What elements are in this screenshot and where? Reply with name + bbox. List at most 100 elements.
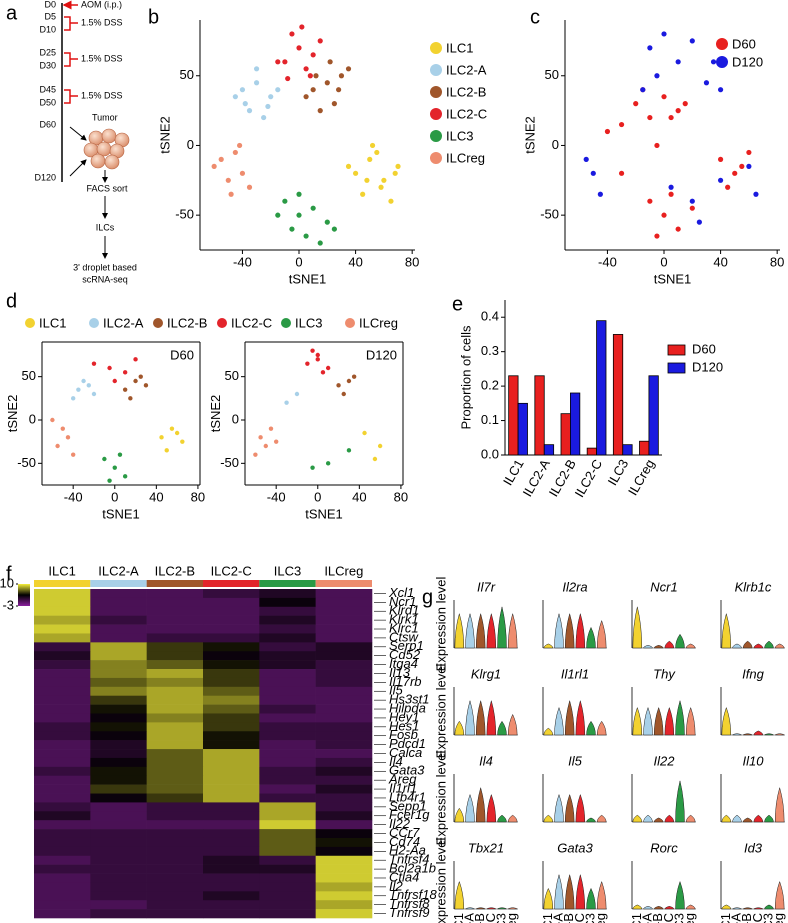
violin [764, 733, 774, 736]
heatmap-cell [34, 882, 91, 892]
heatmap-cell [203, 749, 260, 759]
cluster-label: ILC2-A [98, 563, 139, 578]
heatmap-cell [90, 909, 147, 919]
heatmap-cell [315, 793, 373, 803]
gene-label: Ctla4 [389, 869, 419, 884]
gene-title: Il2ra [562, 579, 587, 594]
y-tick-label: 0.1 [481, 412, 499, 427]
heatmap-cell [90, 900, 147, 910]
violin [685, 814, 696, 823]
heatmap-cell [259, 677, 316, 688]
violin [643, 814, 653, 823]
heatmap-cell [203, 677, 260, 688]
x-tick-label: ILC1 [718, 913, 733, 923]
heatmap-cell [259, 731, 316, 741]
violin [753, 643, 764, 649]
violin [596, 880, 607, 910]
heatmap-cell [146, 882, 204, 892]
point [303, 233, 309, 239]
legend-label: D120 [692, 359, 723, 374]
point [336, 383, 341, 388]
heatmap-cell [34, 651, 91, 661]
legend-marker [667, 344, 686, 356]
point [753, 191, 759, 197]
arrow [69, 126, 87, 141]
point [310, 465, 315, 470]
point [239, 170, 246, 176]
heatmap-cell [90, 713, 147, 723]
legend-label: ILC2-A [446, 62, 487, 77]
point [258, 435, 263, 440]
heatmap-cell [203, 615, 260, 625]
violin [564, 612, 575, 649]
heatmap-cell [203, 820, 260, 830]
violin [475, 612, 486, 649]
gene-title: Il4 [479, 753, 493, 768]
x-tick-label: -40 [267, 489, 286, 504]
heatmap-cell [259, 837, 316, 848]
heatmap-cell [146, 757, 204, 768]
legend-marker [25, 318, 35, 328]
point [378, 184, 384, 190]
point [289, 226, 295, 232]
day-label: D30 [39, 60, 56, 70]
heatmap-cell [146, 784, 204, 794]
violin [732, 814, 742, 823]
heatmap-cell [259, 793, 316, 803]
point [282, 198, 288, 204]
bar [648, 375, 659, 456]
heatmap-cell [34, 837, 91, 848]
heatmap-cell [90, 651, 147, 661]
point [246, 108, 253, 114]
legend-marker [89, 318, 99, 328]
point [325, 461, 331, 466]
point [331, 101, 337, 107]
bar [508, 375, 519, 456]
panel-letter: g [422, 586, 433, 608]
point [317, 108, 323, 114]
heatmap-cell [203, 722, 260, 732]
heatmap-cell [203, 597, 260, 608]
point [296, 212, 302, 218]
treatment: 1.5% DSS [81, 17, 123, 27]
point [732, 170, 738, 176]
point [661, 212, 667, 218]
heatmap-cell [90, 642, 147, 652]
point [367, 156, 373, 162]
violin [675, 633, 685, 649]
legend-label: D120 [732, 54, 763, 69]
x-tick-label: 0 [295, 254, 302, 269]
gene-label: Il22 [389, 816, 411, 831]
heatmap-cell [34, 615, 91, 625]
legend-marker [217, 318, 227, 328]
tumor-cells [83, 128, 130, 170]
heatmap-cell [259, 589, 316, 599]
heatmap-cell [259, 686, 316, 697]
heatmap-cell [90, 891, 147, 901]
heatmap-cell [315, 855, 373, 865]
violin [653, 817, 664, 823]
point [107, 478, 112, 483]
heatmap-cell [315, 864, 373, 874]
point [689, 205, 695, 211]
bracket [64, 16, 78, 31]
heatmap-cell [34, 891, 91, 901]
panel-letter: a [6, 2, 18, 24]
heatmap-cell [203, 909, 260, 919]
x-tick-label: 40 [348, 254, 362, 269]
violin [507, 907, 518, 910]
point [725, 184, 731, 190]
point [341, 391, 346, 397]
heatmap-cell [146, 722, 204, 732]
heatmap-cell [146, 731, 204, 741]
violin [543, 643, 554, 649]
gene-label: Tnfrsf8 [389, 896, 430, 911]
gene-label: Hs3st1 [389, 692, 429, 707]
point [294, 391, 300, 397]
x-tick-label: ILC2-B [650, 913, 665, 923]
heatmap-cell [90, 757, 147, 768]
heatmap-cell [146, 873, 204, 883]
point [282, 59, 288, 65]
violin [486, 793, 497, 823]
violin [554, 706, 564, 736]
